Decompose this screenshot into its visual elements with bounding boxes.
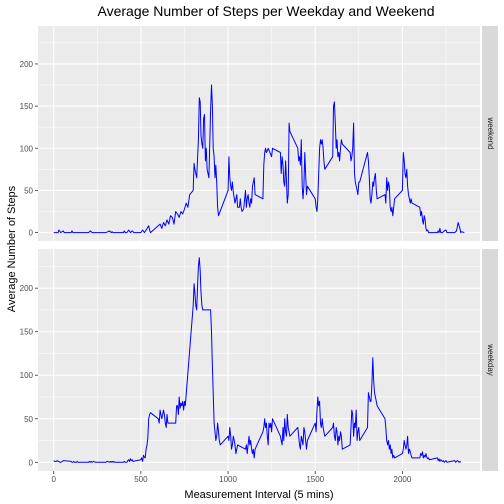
y-tick-label: 150	[20, 102, 34, 111]
facet-panels: 0 50 100 150 200 weekend 0 50 100 150 200 weekday 0 5…	[20, 26, 498, 484]
facet-panel-weekend: 0 50 100 150 200 weekend	[20, 26, 498, 241]
y-tick-label: 150	[20, 328, 34, 337]
panel-background	[38, 249, 480, 471]
facet-strip-label: weekend	[486, 116, 495, 149]
panel-background	[38, 26, 480, 241]
facet-strip	[482, 249, 498, 471]
y-tick-label: 0	[29, 229, 34, 238]
facet-strip	[482, 26, 498, 241]
series-line-weekend	[53, 84, 465, 234]
y-tick-label: 50	[24, 415, 33, 424]
facet-panel-weekday: 0 50 100 150 200 weekday	[20, 249, 498, 471]
x-tick-label: 0	[51, 475, 56, 484]
y-tick-label: 200	[20, 60, 34, 69]
x-tick-label: 500	[134, 475, 148, 484]
y-tick-label: 100	[20, 371, 34, 380]
y-tick-label: 0	[29, 458, 34, 467]
y-tick-label: 100	[20, 144, 34, 153]
chart-title: Average Number of Steps per Weekday and …	[98, 3, 435, 19]
y-tick-label: 50	[24, 186, 33, 195]
x-tick-label: 1000	[219, 475, 237, 484]
x-axis-title: Measurement Interval (5 mins)	[184, 489, 333, 501]
x-axis: 0 500 1000 1500 2000	[51, 471, 412, 484]
facet-strip-label: weekday	[486, 343, 495, 376]
x-tick-label: 1500	[306, 475, 324, 484]
y-tick-label: 200	[20, 284, 34, 293]
x-tick-label: 2000	[394, 475, 412, 484]
series-line-weekday	[53, 257, 462, 463]
y-axis-title: Average Number of Steps	[6, 185, 18, 312]
